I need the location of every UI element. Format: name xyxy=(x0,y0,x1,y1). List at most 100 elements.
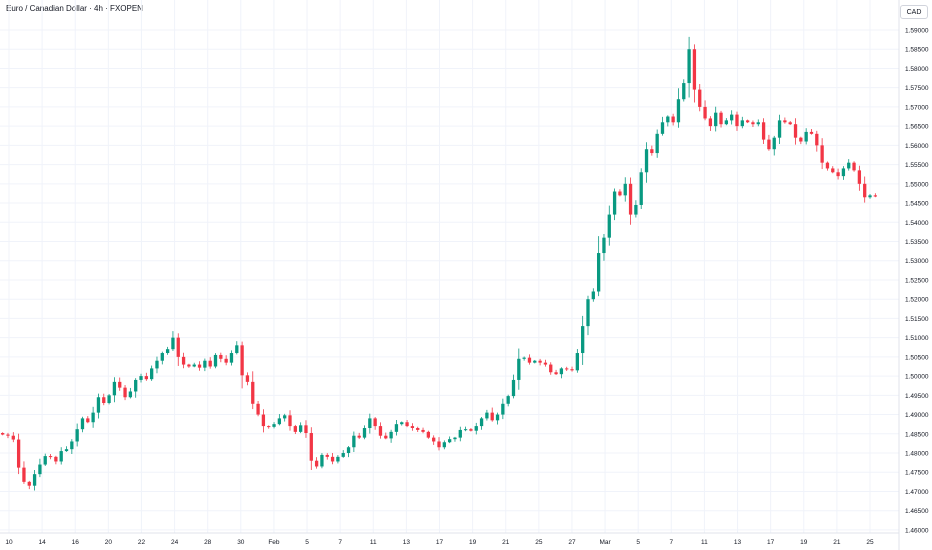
chart-title: Euro / Canadian Dollar · 4h · FXOPEN xyxy=(6,4,143,13)
price-tick-label: 1.54500 xyxy=(905,201,929,208)
grid-lines xyxy=(0,0,899,533)
time-tick-label: 7 xyxy=(338,539,342,546)
candle-down xyxy=(815,133,819,146)
candle-down xyxy=(208,360,212,367)
candle-down xyxy=(373,418,377,427)
candle-down xyxy=(698,89,702,107)
candle-up xyxy=(559,368,564,375)
price-tick-label: 1.48500 xyxy=(905,431,929,438)
candle-up xyxy=(346,447,351,454)
candle-down xyxy=(437,441,441,448)
candle-up xyxy=(134,379,138,392)
candle-up xyxy=(724,120,728,125)
candle-down xyxy=(187,364,191,367)
candle-up xyxy=(517,358,521,380)
candle-down xyxy=(527,357,532,363)
candle-up xyxy=(868,195,872,198)
candle-up xyxy=(714,112,718,127)
candle-up xyxy=(596,253,601,292)
candle-down xyxy=(825,162,830,169)
price-tick-label: 1.57000 xyxy=(905,104,929,111)
candle-down xyxy=(432,437,436,442)
price-tick-label: 1.53000 xyxy=(905,258,929,265)
price-tick-label: 1.48000 xyxy=(905,451,929,458)
candle-up xyxy=(32,474,37,486)
candle-down xyxy=(671,116,675,123)
candle-down xyxy=(719,112,723,125)
candle-down xyxy=(251,381,255,404)
time-tick-label: Mar xyxy=(599,539,611,546)
candle-up xyxy=(341,453,345,457)
candle-down xyxy=(22,467,26,482)
candle-down xyxy=(416,428,420,430)
candle-up xyxy=(463,429,468,431)
time-tick-label: 30 xyxy=(237,539,245,546)
candle-up xyxy=(485,412,489,419)
candle-down xyxy=(378,426,383,436)
candle-up xyxy=(474,426,478,431)
candle-down xyxy=(405,422,409,427)
candle-up xyxy=(447,439,452,443)
candle-up xyxy=(389,431,393,439)
candle-up xyxy=(495,414,500,421)
candle-down xyxy=(330,456,335,462)
candle-down xyxy=(788,122,792,125)
candle-down xyxy=(549,364,553,373)
candle-down xyxy=(144,376,148,380)
candle-up xyxy=(336,456,340,462)
candle-up xyxy=(506,396,510,404)
candle-down xyxy=(809,131,814,134)
candle-up xyxy=(607,214,611,238)
candle-up xyxy=(368,418,372,429)
price-tick-label: 1.50500 xyxy=(905,354,929,361)
candle-up xyxy=(75,429,79,442)
time-tick-label: 14 xyxy=(38,539,46,546)
candle-up xyxy=(777,120,782,138)
time-tick-label: 27 xyxy=(568,539,576,546)
candle-up xyxy=(192,364,196,367)
candle-up xyxy=(160,353,164,361)
price-tick-label: 1.56500 xyxy=(905,124,929,131)
candle-up xyxy=(38,464,42,475)
candle-down xyxy=(831,168,835,173)
candle-down xyxy=(245,375,250,382)
candle-up xyxy=(203,360,207,368)
candle-down xyxy=(293,426,297,432)
price-tick-label: 1.46500 xyxy=(905,508,929,515)
candle-up xyxy=(602,237,606,254)
candle-up xyxy=(756,122,760,125)
candle-down xyxy=(54,456,58,462)
price-tick-label: 1.51500 xyxy=(905,316,929,323)
candle-up xyxy=(586,299,590,327)
candle-up xyxy=(644,149,649,173)
candle-down xyxy=(708,118,713,127)
candle-down xyxy=(799,137,803,142)
candle-down xyxy=(357,435,361,438)
candle-up xyxy=(320,454,324,467)
price-axis: 1.46000 1.46500 1.47000 1.47500 1.48000 1.485… xyxy=(905,27,929,534)
candle-down xyxy=(86,418,90,423)
candle-down xyxy=(219,354,223,359)
candle-up xyxy=(394,424,399,432)
currency-button[interactable]: CAD xyxy=(900,5,928,19)
candle-up xyxy=(80,418,85,430)
candle-up xyxy=(362,428,367,438)
price-tick-label: 1.54000 xyxy=(905,220,929,227)
candle-down xyxy=(197,364,202,368)
candle-down xyxy=(123,387,127,398)
candle-down xyxy=(793,124,798,138)
candle-down xyxy=(650,149,654,154)
candle-up xyxy=(91,412,95,423)
time-tick-label: 5 xyxy=(636,539,640,546)
candle-up xyxy=(676,99,681,123)
candle-down xyxy=(751,122,755,125)
candle-up xyxy=(64,449,69,452)
candle-up xyxy=(522,357,526,359)
candle-up xyxy=(804,131,808,142)
candle-up xyxy=(847,162,851,169)
candle-down xyxy=(1,433,5,435)
candle-up xyxy=(128,391,133,398)
candle-up xyxy=(277,418,282,425)
candle-up xyxy=(70,441,74,450)
